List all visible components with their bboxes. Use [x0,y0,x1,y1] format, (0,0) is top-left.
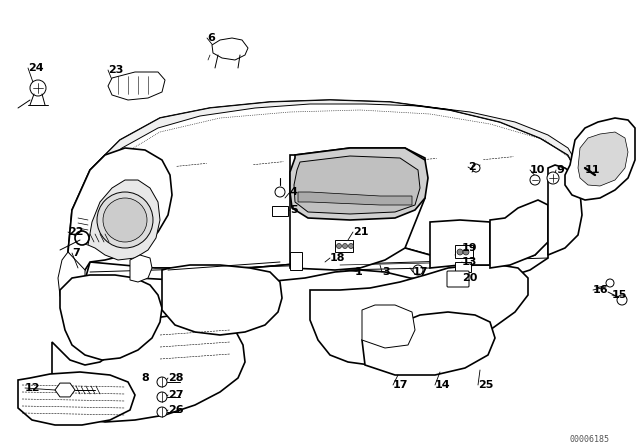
Polygon shape [578,132,628,186]
Circle shape [75,231,89,245]
Polygon shape [294,156,420,214]
Text: 8: 8 [141,373,149,383]
Polygon shape [565,118,635,200]
Polygon shape [310,265,528,365]
Polygon shape [60,275,162,360]
Polygon shape [55,383,75,397]
Polygon shape [362,312,495,375]
Text: 5: 5 [290,205,298,215]
Bar [272,206,288,216]
Polygon shape [130,255,152,282]
Polygon shape [85,240,548,290]
Circle shape [342,244,348,249]
Text: 10: 10 [530,165,545,175]
Polygon shape [212,38,248,60]
Text: 13: 13 [462,257,477,267]
Text: 6: 6 [207,33,215,43]
Polygon shape [58,252,85,310]
Text: 21: 21 [353,227,369,237]
Text: 9: 9 [556,165,564,175]
Polygon shape [490,200,548,268]
Polygon shape [88,180,160,260]
Polygon shape [290,148,425,270]
Polygon shape [290,148,428,220]
Text: 17: 17 [393,380,408,390]
Text: 18: 18 [330,253,346,263]
FancyBboxPatch shape [447,271,469,287]
Text: 24: 24 [28,63,44,73]
Circle shape [349,244,353,249]
Bar [455,245,473,258]
Circle shape [413,265,423,275]
Circle shape [606,279,614,287]
Circle shape [103,198,147,242]
Text: 11: 11 [585,165,600,175]
Text: 25: 25 [478,380,493,390]
Text: 7: 7 [72,248,80,258]
Text: 22: 22 [68,227,83,237]
Polygon shape [18,372,135,425]
Text: 26: 26 [168,405,184,415]
Circle shape [337,244,342,249]
Text: 23: 23 [108,65,124,75]
Polygon shape [362,305,415,348]
Bar [290,252,302,270]
Circle shape [457,249,463,255]
Text: 4: 4 [290,187,298,197]
Circle shape [30,80,46,96]
Circle shape [157,392,167,402]
Text: 15: 15 [612,290,627,300]
Circle shape [463,249,469,255]
Polygon shape [298,192,412,205]
Text: 17: 17 [413,267,429,277]
Bar [455,262,471,272]
Text: 28: 28 [168,373,184,383]
Polygon shape [68,148,172,278]
Polygon shape [52,315,245,422]
Bar [335,240,353,252]
Text: 19: 19 [462,243,477,253]
Polygon shape [162,265,282,335]
Text: 14: 14 [435,380,451,390]
Text: 00006185: 00006185 [570,435,610,444]
Text: 2: 2 [468,162,476,172]
Text: 3: 3 [382,267,390,277]
Text: 12: 12 [25,383,40,393]
Circle shape [547,172,559,184]
Polygon shape [430,220,490,268]
Text: 20: 20 [462,273,477,283]
Text: 16: 16 [593,285,609,295]
Text: 1: 1 [355,267,363,277]
Circle shape [157,407,167,417]
Polygon shape [68,100,578,280]
Circle shape [275,187,285,197]
Polygon shape [108,72,165,100]
Polygon shape [548,165,582,255]
Circle shape [530,175,540,185]
Circle shape [157,377,167,387]
Circle shape [617,295,627,305]
Text: 27: 27 [168,390,184,400]
Circle shape [97,192,153,248]
Polygon shape [90,100,578,178]
Circle shape [472,164,480,172]
